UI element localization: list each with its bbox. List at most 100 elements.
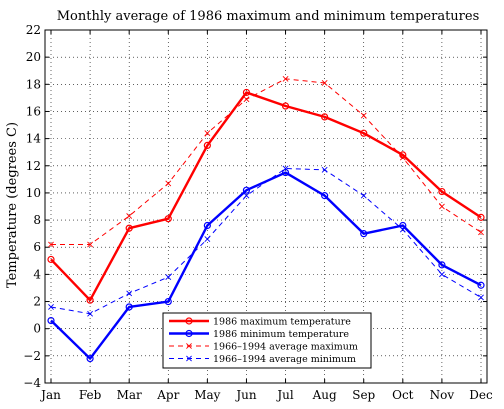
y-tick-label: −4 xyxy=(23,376,41,390)
series-line xyxy=(50,91,482,302)
marker-stroke xyxy=(186,355,192,362)
data-point xyxy=(87,241,94,248)
x-tick-label: Jan xyxy=(39,388,61,402)
legend-label: 1966–1994 average maximum xyxy=(213,342,358,353)
y-tick-label: 2 xyxy=(33,295,41,309)
data-point xyxy=(126,213,133,219)
x-tick-label: Feb xyxy=(79,388,102,402)
legend-marker xyxy=(185,317,193,325)
data-point xyxy=(165,274,172,281)
plot-frame xyxy=(44,29,488,384)
data-point xyxy=(321,80,328,86)
data-point xyxy=(164,297,172,306)
y-tick-label: 8 xyxy=(33,213,41,227)
marker-stroke xyxy=(165,180,172,187)
legend-label: 1986 minimum temperature xyxy=(213,329,349,340)
series-0 xyxy=(47,88,485,304)
marker-stroke xyxy=(126,213,133,219)
data-point xyxy=(360,129,368,137)
data-point xyxy=(125,303,133,311)
data-point xyxy=(438,187,446,196)
marker-stroke xyxy=(321,166,328,173)
x-tick-label: Nov xyxy=(430,388,455,402)
data-point xyxy=(203,141,211,150)
data-point xyxy=(47,316,55,325)
x-tick-label: Dec xyxy=(469,388,493,402)
y-tick-label: −2 xyxy=(23,349,41,363)
data-point xyxy=(360,112,367,119)
data-point xyxy=(478,294,484,301)
data-point xyxy=(243,96,250,103)
data-point xyxy=(86,296,94,304)
marker-stroke xyxy=(282,75,289,82)
data-point xyxy=(204,236,211,243)
marker-stroke xyxy=(204,130,211,137)
data-point xyxy=(360,192,367,199)
data-point xyxy=(242,186,251,194)
marker-stroke xyxy=(48,304,54,310)
legend-marker xyxy=(186,343,192,349)
series-line xyxy=(50,167,482,315)
data-point xyxy=(321,113,329,121)
data-point xyxy=(438,261,446,269)
marker-stroke xyxy=(360,112,367,119)
marker-stroke xyxy=(321,80,328,86)
marker-stroke xyxy=(186,343,192,349)
data-point xyxy=(125,224,133,232)
marker-stroke xyxy=(243,192,250,199)
legend-label: 1986 maximum temperature xyxy=(213,317,351,328)
data-point xyxy=(321,192,329,200)
x-tick-label: Oct xyxy=(392,388,414,402)
y-tick-label: 18 xyxy=(26,77,41,91)
data-point xyxy=(86,354,94,363)
data-point xyxy=(242,88,251,97)
marker-stroke xyxy=(360,192,367,199)
series-line xyxy=(51,78,482,246)
marker-stroke xyxy=(165,274,172,281)
x-tick-label: Sep xyxy=(352,388,375,402)
y-tick-label: 4 xyxy=(33,267,41,281)
marker-stroke xyxy=(478,229,484,236)
legend-marker xyxy=(185,329,193,338)
data-point xyxy=(360,230,368,238)
data-point xyxy=(243,192,250,199)
series-line xyxy=(50,171,482,360)
data-point xyxy=(164,215,172,223)
series-2 xyxy=(48,75,484,248)
y-tick-label: 20 xyxy=(26,50,41,64)
marker-stroke xyxy=(438,271,445,278)
data-point xyxy=(48,241,54,248)
marker-stroke xyxy=(48,241,54,248)
legend-marker xyxy=(186,355,192,362)
data-point xyxy=(165,180,172,187)
data-point xyxy=(48,304,54,310)
x-tick-label: Mar xyxy=(117,388,142,402)
legend-entry: 1966–1994 average maximum xyxy=(169,342,358,353)
x-tick-label: Apr xyxy=(156,388,179,402)
data-point xyxy=(281,102,290,110)
data-point xyxy=(204,130,211,137)
legend-entry: 1986 minimum temperature xyxy=(169,329,349,340)
data-point xyxy=(321,166,328,173)
marker-stroke xyxy=(87,310,94,317)
data-point xyxy=(203,221,211,230)
data-point xyxy=(87,310,94,317)
data-point xyxy=(47,255,55,264)
marker-stroke xyxy=(126,290,133,297)
marker-stroke xyxy=(478,294,484,301)
data-point xyxy=(281,168,290,177)
data-point xyxy=(478,229,484,236)
data-point xyxy=(282,75,289,82)
y-tick-label: 14 xyxy=(26,132,42,146)
x-tick-label: Aug xyxy=(312,388,337,402)
x-tick-label: May xyxy=(194,388,220,402)
data-point xyxy=(477,281,485,289)
x-tick-label: Jun xyxy=(234,388,257,402)
y-tick-label: 10 xyxy=(26,186,41,200)
y-tick-label: 16 xyxy=(26,104,41,118)
y-axis-label: Temperature (degrees C) xyxy=(5,122,20,288)
data-point xyxy=(438,271,445,278)
y-tick-label: 22 xyxy=(26,23,41,37)
legend-label: 1966–1994 average minimum xyxy=(213,354,356,365)
